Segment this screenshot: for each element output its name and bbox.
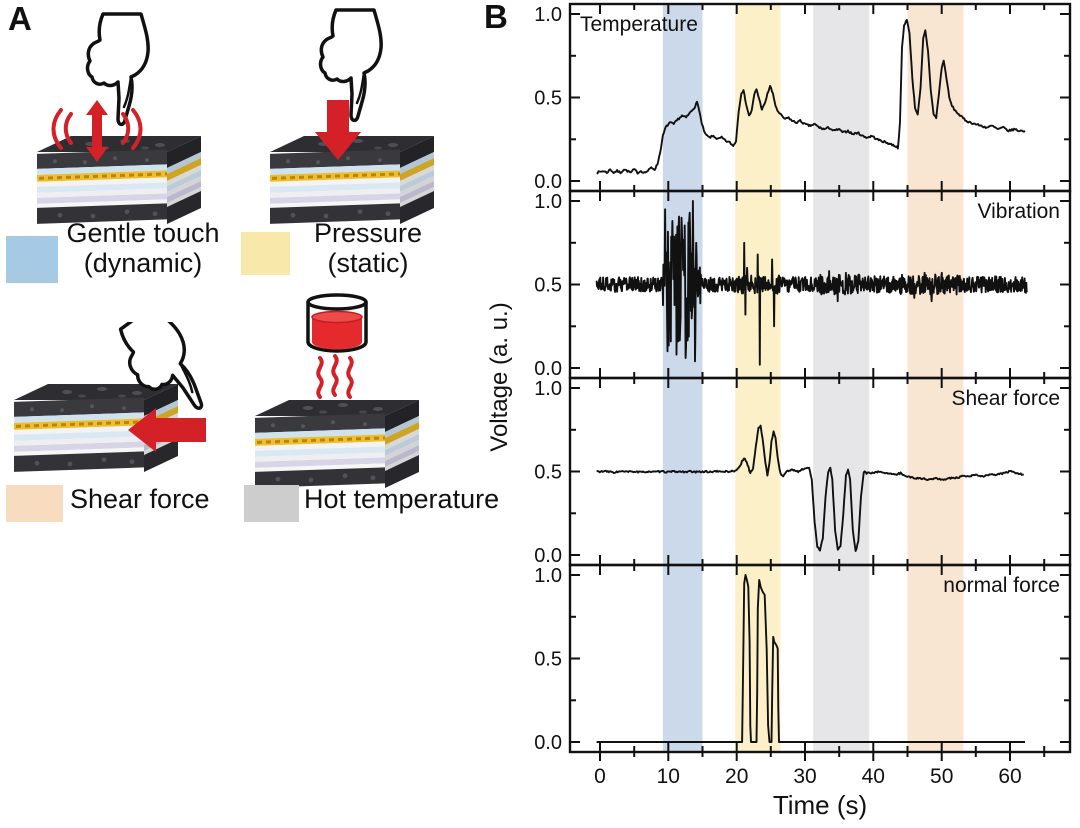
x-tick-label: 0 bbox=[594, 765, 606, 788]
legend-label-gentle-touch: Gentle touch (dynamic) bbox=[66, 218, 220, 279]
y-tick-label: 0.0 bbox=[534, 545, 562, 567]
legend-swatch-shear-force bbox=[6, 485, 63, 522]
panel-frame bbox=[568, 563, 1072, 754]
legend-label-hot-temperature: Hot temperature bbox=[304, 484, 500, 514]
y-tick-label: 0.0 bbox=[534, 358, 562, 380]
heat-waves-icon bbox=[316, 354, 354, 399]
y-tick-label: 1.0 bbox=[534, 378, 562, 400]
panel-label-shear-force: Shear force bbox=[951, 387, 1060, 410]
trace-shear-force bbox=[596, 424, 1024, 552]
x-axis-title: Time (s) bbox=[772, 790, 868, 820]
panel-b-label: B bbox=[484, 0, 508, 35]
x-tick-label: 30 bbox=[793, 765, 816, 788]
left-arrow-icon bbox=[128, 408, 206, 452]
trace-vibration bbox=[595, 200, 1028, 366]
x-tick-label: 20 bbox=[725, 765, 748, 788]
illustration-shear-force bbox=[12, 322, 224, 474]
up-down-arrow-icon bbox=[86, 100, 108, 162]
vibration-arcs-icon bbox=[51, 108, 143, 150]
trace-temperature bbox=[596, 18, 1026, 175]
beaker-icon bbox=[306, 293, 368, 353]
y-axis-title: Voltage (a. u.) bbox=[486, 302, 513, 452]
legend-label-shear-force: Shear force bbox=[70, 484, 210, 514]
legend-swatch-pressure bbox=[241, 232, 290, 275]
y-tick-label: 0.5 bbox=[534, 649, 562, 671]
illustration-gentle-touch bbox=[35, 12, 203, 226]
x-tick-label: 60 bbox=[998, 765, 1021, 788]
legend-label-pressure: Pressure (static) bbox=[313, 218, 423, 279]
x-tick-label: 40 bbox=[862, 765, 885, 788]
panel-label-normal-force: normal force bbox=[943, 574, 1060, 597]
y-tick-label: 0.0 bbox=[534, 732, 562, 754]
panel-a-label: A bbox=[8, 0, 32, 37]
down-arrow-icon bbox=[315, 100, 361, 160]
x-tick-label: 10 bbox=[657, 765, 680, 788]
legend-swatch-gentle-touch bbox=[6, 236, 58, 283]
illustration-pressure bbox=[268, 8, 436, 226]
illustration-hot-temperature bbox=[253, 293, 421, 490]
y-tick-label: 1.0 bbox=[534, 565, 562, 587]
y-tick-label: 0.5 bbox=[534, 88, 562, 110]
panel-label-temperature: Temperature bbox=[580, 13, 698, 36]
y-tick-label: 0.5 bbox=[534, 462, 562, 484]
y-tick-label: 1.0 bbox=[534, 4, 562, 26]
y-tick-label: 0.5 bbox=[534, 275, 562, 297]
y-tick-label: 1.0 bbox=[534, 191, 562, 213]
legend-swatch-hot-temperature bbox=[244, 485, 299, 522]
x-tick-label: 50 bbox=[930, 765, 953, 788]
panel-label-vibration: Vibration bbox=[977, 200, 1060, 223]
y-tick-label: 0.0 bbox=[534, 171, 562, 193]
